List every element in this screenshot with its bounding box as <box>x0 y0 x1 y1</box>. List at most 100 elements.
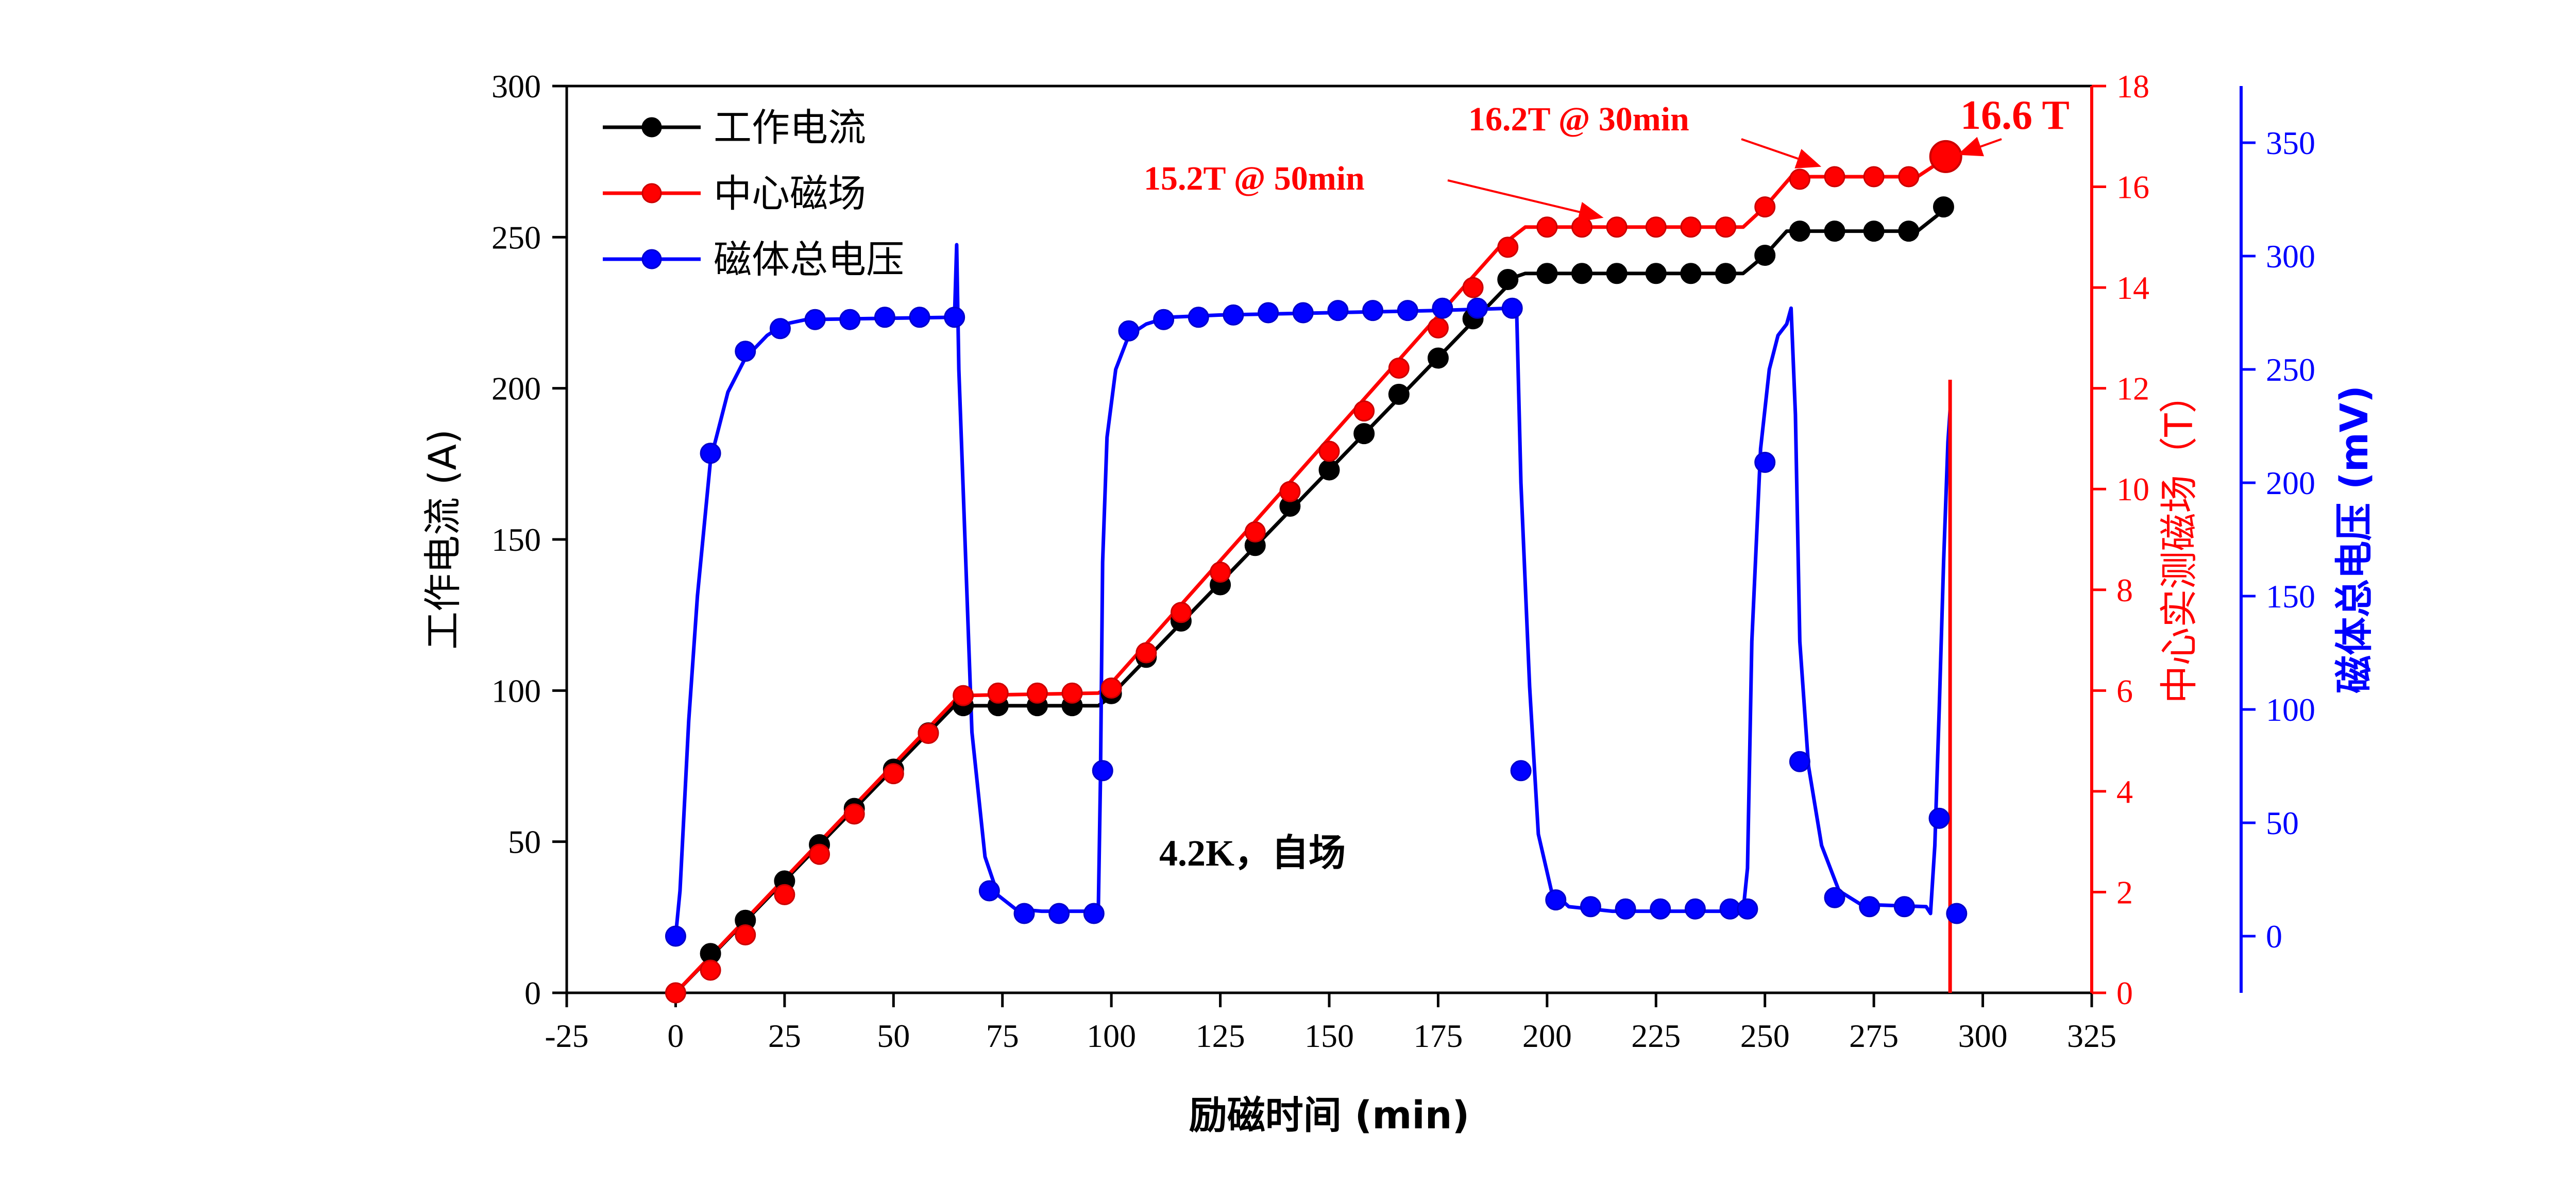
data-point-voltage <box>1092 760 1113 782</box>
data-point-field <box>1824 166 1845 188</box>
field-y-tick-label: 6 <box>2116 672 2133 709</box>
data-point-voltage <box>1048 903 1070 924</box>
voltage-y-tick-label: 200 <box>2266 465 2315 501</box>
data-point-field <box>665 982 686 1004</box>
data-point-current <box>1715 263 1737 284</box>
data-point-voltage <box>1928 807 1950 829</box>
x-tick-label: 275 <box>1849 1018 1899 1054</box>
data-point-field <box>1536 216 1558 238</box>
data-point-current <box>1606 263 1628 284</box>
data-point-voltage <box>1946 903 1968 924</box>
annotation-arrow-15-2T <box>1447 179 1604 222</box>
left-y-tick-label: 200 <box>492 370 541 407</box>
voltage-y-tick-label: 300 <box>2266 238 2315 275</box>
data-point-voltage <box>1467 297 1488 319</box>
left-y-tick-label: 0 <box>524 975 541 1011</box>
voltage-y-tick-label: 250 <box>2266 351 2315 388</box>
left-y-tick-label: 150 <box>492 521 541 558</box>
data-point-voltage <box>1824 887 1845 908</box>
data-point-current <box>1789 221 1810 242</box>
data-point-voltage <box>1501 297 1523 319</box>
data-point-voltage <box>665 925 686 947</box>
left-y-axis-title: 工作电流 (A) <box>421 429 465 650</box>
x-tick-label: 75 <box>986 1018 1019 1054</box>
data-point-field <box>1279 481 1301 502</box>
data-point-voltage <box>1737 898 1758 920</box>
data-point-current <box>1497 268 1519 290</box>
data-point-voltage <box>978 880 1000 902</box>
data-point-voltage <box>874 307 895 328</box>
data-point-voltage <box>1153 309 1175 330</box>
data-point-voltage <box>1397 300 1418 321</box>
data-point-current <box>1754 245 1776 266</box>
x-tick-label: 200 <box>1522 1018 1572 1054</box>
data-point-voltage <box>1327 300 1349 321</box>
field-y-tick-label: 2 <box>2116 874 2133 910</box>
data-point-field <box>1898 166 1920 188</box>
data-point-voltage <box>1789 751 1810 772</box>
data-point-current <box>1427 347 1449 369</box>
data-point-voltage <box>1580 896 1601 918</box>
annotation-16-2T: 16.2T @ 30min <box>1468 100 1689 138</box>
data-point-field <box>1462 277 1484 298</box>
annotation-15-2T: 15.2T @ 50min <box>1144 160 1365 197</box>
field-y-tick-label: 8 <box>2116 572 2133 608</box>
field-y-tick-label: 18 <box>2116 68 2149 105</box>
data-point-field <box>953 685 974 706</box>
legend-marker-current <box>641 117 662 138</box>
annotation-condition: 4.2K，自场 <box>1159 833 1346 874</box>
field-y-tick-label: 4 <box>2116 773 2133 810</box>
data-point-current <box>1933 196 1954 218</box>
right-voltage-axis-title: 磁体总电压 (mV) <box>2332 385 2377 693</box>
data-point-voltage <box>1859 896 1880 918</box>
data-point-voltage <box>769 318 791 340</box>
data-point-field <box>1244 521 1266 543</box>
data-point-current <box>1863 221 1885 242</box>
data-point-current <box>1536 263 1558 284</box>
data-point-field <box>1170 602 1192 623</box>
data-point-voltage <box>1893 896 1915 918</box>
data-point-field <box>1789 168 1810 190</box>
data-point-current <box>1824 221 1845 242</box>
data-point-field <box>918 722 939 744</box>
data-point-field <box>1715 216 1737 238</box>
data-point-field <box>1497 236 1519 258</box>
data-point-current <box>1571 263 1593 284</box>
legend-marker-field <box>641 183 662 204</box>
x-tick-label: 175 <box>1413 1018 1463 1054</box>
annotation-arrow-16-6T <box>1957 137 2002 157</box>
x-tick-label: 0 <box>667 1018 684 1054</box>
data-point-voltage <box>1545 889 1567 911</box>
left-y-tick-label: 100 <box>492 672 541 709</box>
left-y-tick-label: 250 <box>492 219 541 256</box>
field-y-tick-label: 12 <box>2116 370 2149 407</box>
data-point-voltage <box>700 443 721 464</box>
data-point-voltage <box>1013 903 1035 924</box>
data-point-field <box>1680 216 1702 238</box>
data-point-field <box>1754 196 1776 218</box>
axis-ticks: -25 0 25 50 75 100 125 150 175 200 225 250 275 300 325… <box>492 68 2315 1054</box>
data-point-field <box>843 803 865 825</box>
x-tick-label: 250 <box>1740 1018 1790 1054</box>
legend: 工作电流 中心磁场 磁体总电压 <box>603 106 904 282</box>
data-point-field <box>774 884 795 905</box>
data-point-voltage <box>1083 903 1105 924</box>
series-markers <box>665 140 1968 1004</box>
annotation-16-6T: 16.6 T <box>1960 93 2070 138</box>
data-point-voltage <box>1684 898 1706 920</box>
data-point-field <box>1863 166 1885 188</box>
x-tick-label: 125 <box>1196 1018 1245 1054</box>
data-point-field <box>1210 562 1231 583</box>
data-point-field <box>1571 216 1593 238</box>
data-point-voltage <box>1432 297 1453 319</box>
peak-field-point <box>1929 140 1962 173</box>
data-point-field <box>1318 441 1340 462</box>
x-tick-label: 225 <box>1631 1018 1681 1054</box>
data-point-voltage <box>1292 302 1314 324</box>
data-point-voltage <box>1650 898 1671 920</box>
data-point-voltage <box>839 309 861 330</box>
voltage-y-tick-label: 0 <box>2266 918 2282 955</box>
data-point-voltage <box>1754 451 1776 473</box>
x-tick-label: 100 <box>1087 1018 1136 1054</box>
data-point-current <box>1388 383 1410 405</box>
